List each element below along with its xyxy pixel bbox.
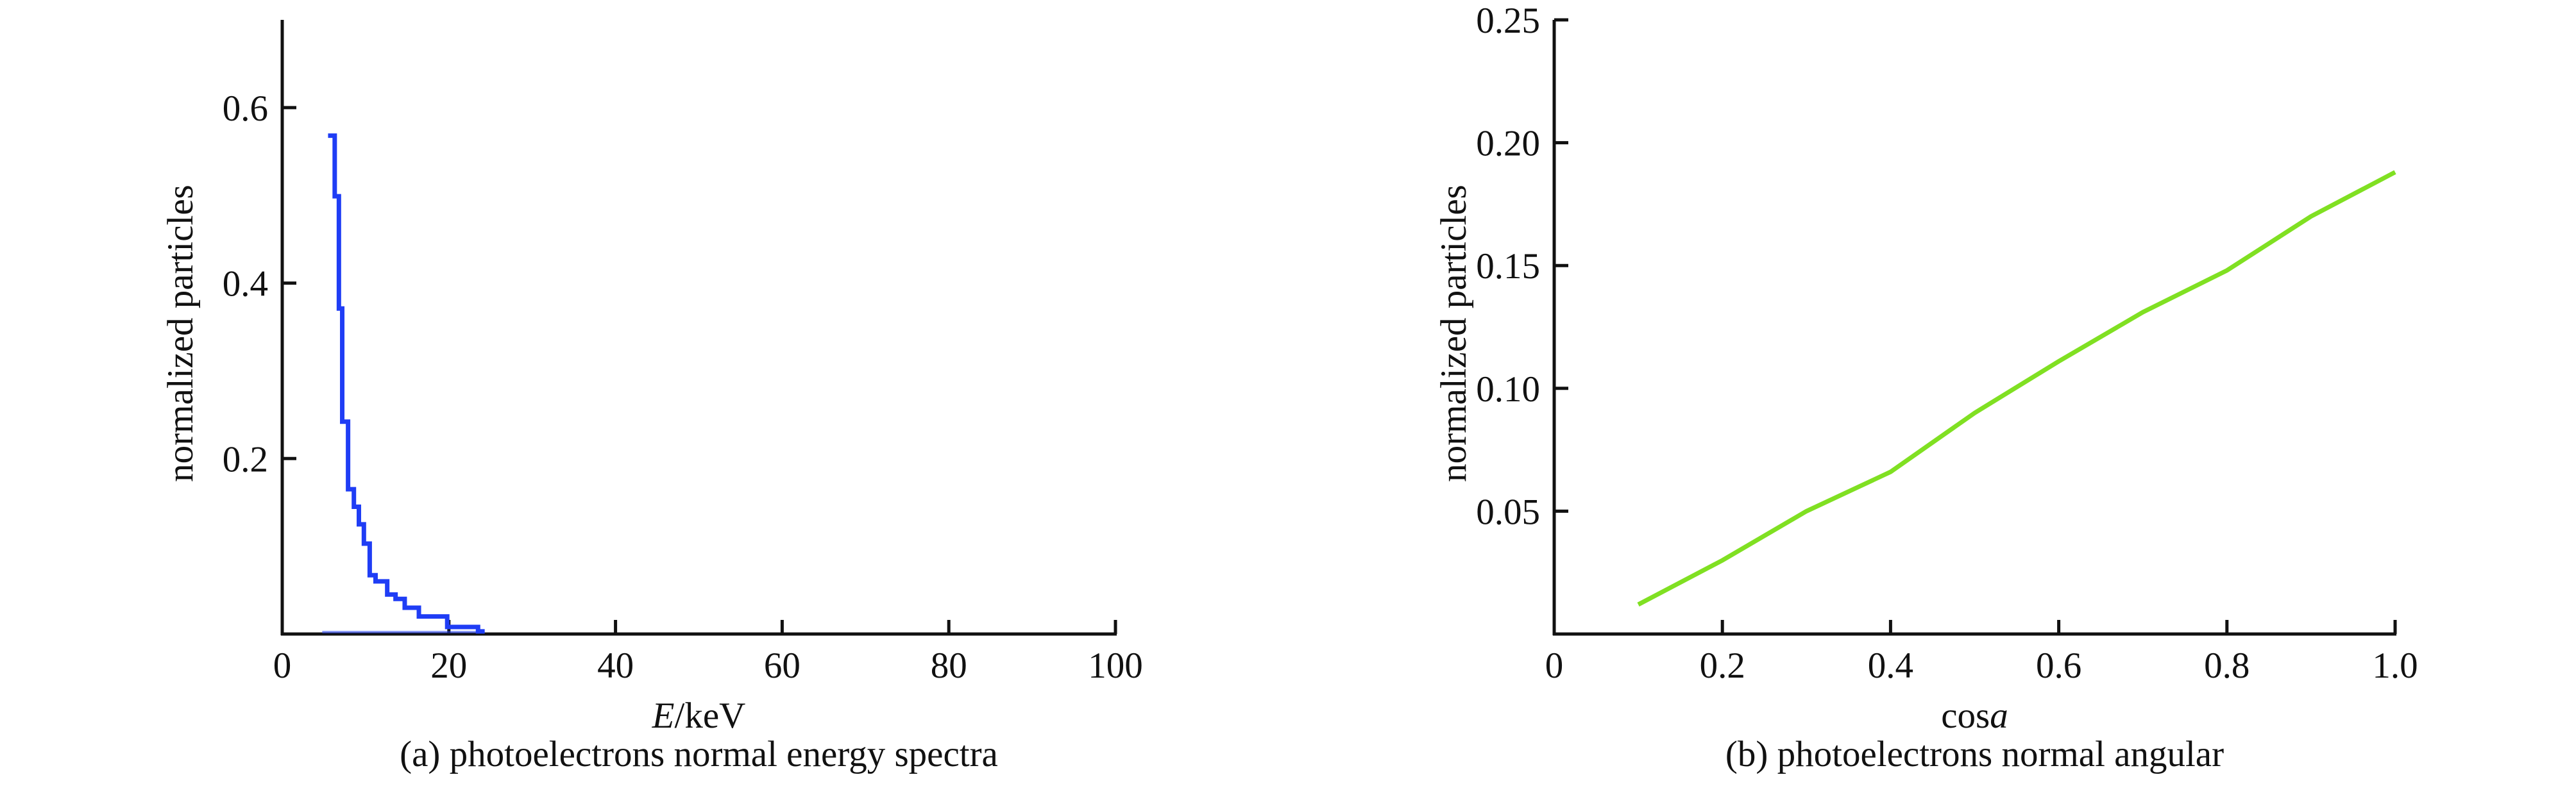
x-tick-label: 100 — [1088, 646, 1143, 686]
x-axis-label-part: E — [652, 696, 675, 736]
x-axis-label-part: a — [1990, 696, 2008, 736]
chart-caption: (b) photoelectrons normal angular — [1725, 734, 2224, 774]
x-tick-label: 0.8 — [2204, 646, 2250, 686]
chart-b-angular: 0 0.2 0.4 0.6 0.8 1.0 0.05 0.10 0.15 0.20 0.25 norm… — [1434, 1, 2418, 774]
y-tick-label: 0.2 — [223, 439, 268, 480]
x-axis-label-part: /keV — [675, 696, 746, 736]
x-tick-label: 80 — [931, 646, 967, 686]
chart-a-energy-spectra: 0 20 40 60 80 100 0.2 0.4 0.6 normalized particle… — [160, 20, 1143, 774]
x-tick-label: 0.6 — [2036, 646, 2081, 686]
x-tick-label: 0 — [1545, 646, 1564, 686]
chart-caption: (a) photoelectrons normal energy spectra — [400, 734, 998, 774]
x-tick-label: 20 — [430, 646, 467, 686]
x-tick-label: 40 — [597, 646, 634, 686]
x-tick-label: 0.2 — [1700, 646, 1745, 686]
y-tick-label: 0.05 — [1476, 492, 1540, 532]
y-tick-label: 0.15 — [1476, 246, 1540, 287]
y-tick-label: 0.20 — [1476, 124, 1540, 164]
series-line — [328, 133, 485, 634]
y-tick-label: 0.10 — [1476, 369, 1540, 410]
x-axis-label: cosa — [1941, 696, 2008, 736]
y-tick-label: 0.25 — [1476, 1, 1540, 41]
x-tick-label: 0 — [273, 646, 292, 686]
x-tick-label: 1.0 — [2372, 646, 2418, 686]
y-tick-label: 0.6 — [223, 88, 268, 129]
x-axis-label: E/keV — [652, 696, 746, 736]
series-line — [1637, 170, 2396, 607]
y-axis-label: normalized particles — [1434, 185, 1474, 482]
x-tick-label: 60 — [764, 646, 801, 686]
x-axis-label-part: cos — [1941, 696, 1990, 736]
x-tick-label: 0.4 — [1868, 646, 1913, 686]
y-axis-label: normalized particles — [160, 185, 201, 482]
y-tick-label: 0.4 — [223, 264, 268, 305]
